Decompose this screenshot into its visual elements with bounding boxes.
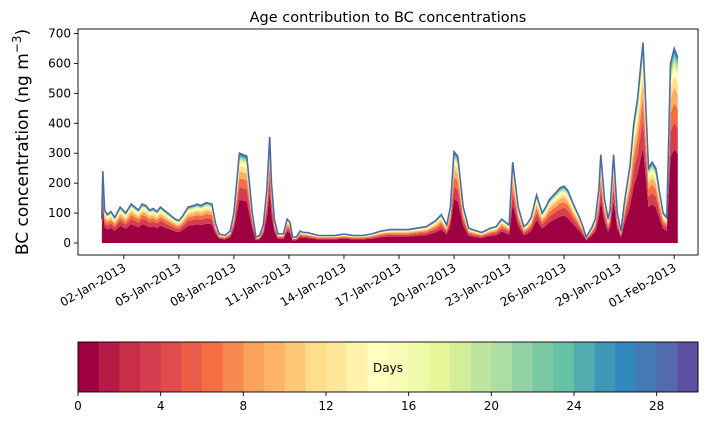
colorbar-bin [202,342,224,392]
colorbar-bin [284,342,306,392]
colorbar-frame [77,341,699,393]
y-tick-label: 200 [48,176,71,190]
colorbar-tick-label: 4 [157,399,165,413]
y-tick-label: 0 [63,236,71,250]
colorbar-bin [140,342,162,392]
colorbar-tick-label: 20 [484,399,499,413]
total-outline-group [101,42,679,239]
colorbar-bin [181,342,203,392]
area-series-2 [101,98,678,240]
colorbar-bin [346,342,368,392]
colorbar-bin [264,342,286,392]
colorbar-bin [98,342,120,392]
colorbar-bin [243,342,265,392]
y-axis-label: BC concentration (ng m−3) [10,29,33,255]
colorbar-bin [119,342,141,392]
y-tick-label: 500 [48,86,71,100]
y-axis-label-main: BC concentration (ng m [13,53,33,255]
colorbar-bin [326,342,348,392]
colorbar-bin [388,342,410,392]
y-axis-label-close: ) [13,29,33,36]
colorbar-bin [677,342,699,392]
colorbar-tick-label: 28 [649,399,664,413]
x-ticks: 02-Jan-201305-Jan-201308-Jan-201311-Jan-… [58,255,679,310]
colorbar-tick-label: 24 [566,399,581,413]
colorbar-bin [615,342,637,392]
area-series-4 [101,70,678,239]
stacked-areas [101,42,678,243]
area-series-6 [101,56,678,238]
area-series-3 [101,82,678,239]
y-tick-label: 700 [48,26,71,40]
colorbar-ticks: 0 4 8 12 16 20 24 28 [74,392,664,413]
colorbar-bin [532,342,554,392]
colorbar-bin [222,342,244,392]
colorbar-bin [408,342,430,392]
area-series-1 [101,118,678,241]
y-tick-label: 100 [48,206,71,220]
total-line [101,42,679,239]
y-tick-label: 400 [48,116,71,130]
colorbar-bin [594,342,616,392]
colorbar-tick-label: 0 [74,399,82,413]
colorbar-bin [429,342,451,392]
colorbar-bin [450,342,472,392]
y-tick-label: 600 [48,56,71,70]
colorbar-bin [367,342,389,392]
colorbar-bin [656,342,678,392]
colorbar-bin [491,342,513,392]
colorbar-tick-label: 16 [401,399,416,413]
y-axis-label-superscript: −3 [10,35,24,53]
plot-frame [77,28,699,256]
colorbar-bin [512,342,534,392]
colorbar-bin [305,342,327,392]
colorbar-bin [574,342,596,392]
chart-title: Age contribution to BC concentrations [250,10,527,26]
colorbar-bin [470,342,492,392]
colorbar [78,342,699,392]
colorbar-bin [78,342,100,392]
colorbar-tick-label: 8 [240,399,248,413]
y-tick-label: 300 [48,146,71,160]
y-ticks: 0 100 200 300 400 500 600 700 [48,26,78,250]
colorbar-bin [636,342,658,392]
area-series-5 [101,62,678,238]
colorbar-bin [553,342,575,392]
area-series-0 [101,146,678,243]
colorbar-tick-label: 12 [318,399,333,413]
colorbar-label: Days [373,361,403,375]
colorbar-bin [160,342,182,392]
